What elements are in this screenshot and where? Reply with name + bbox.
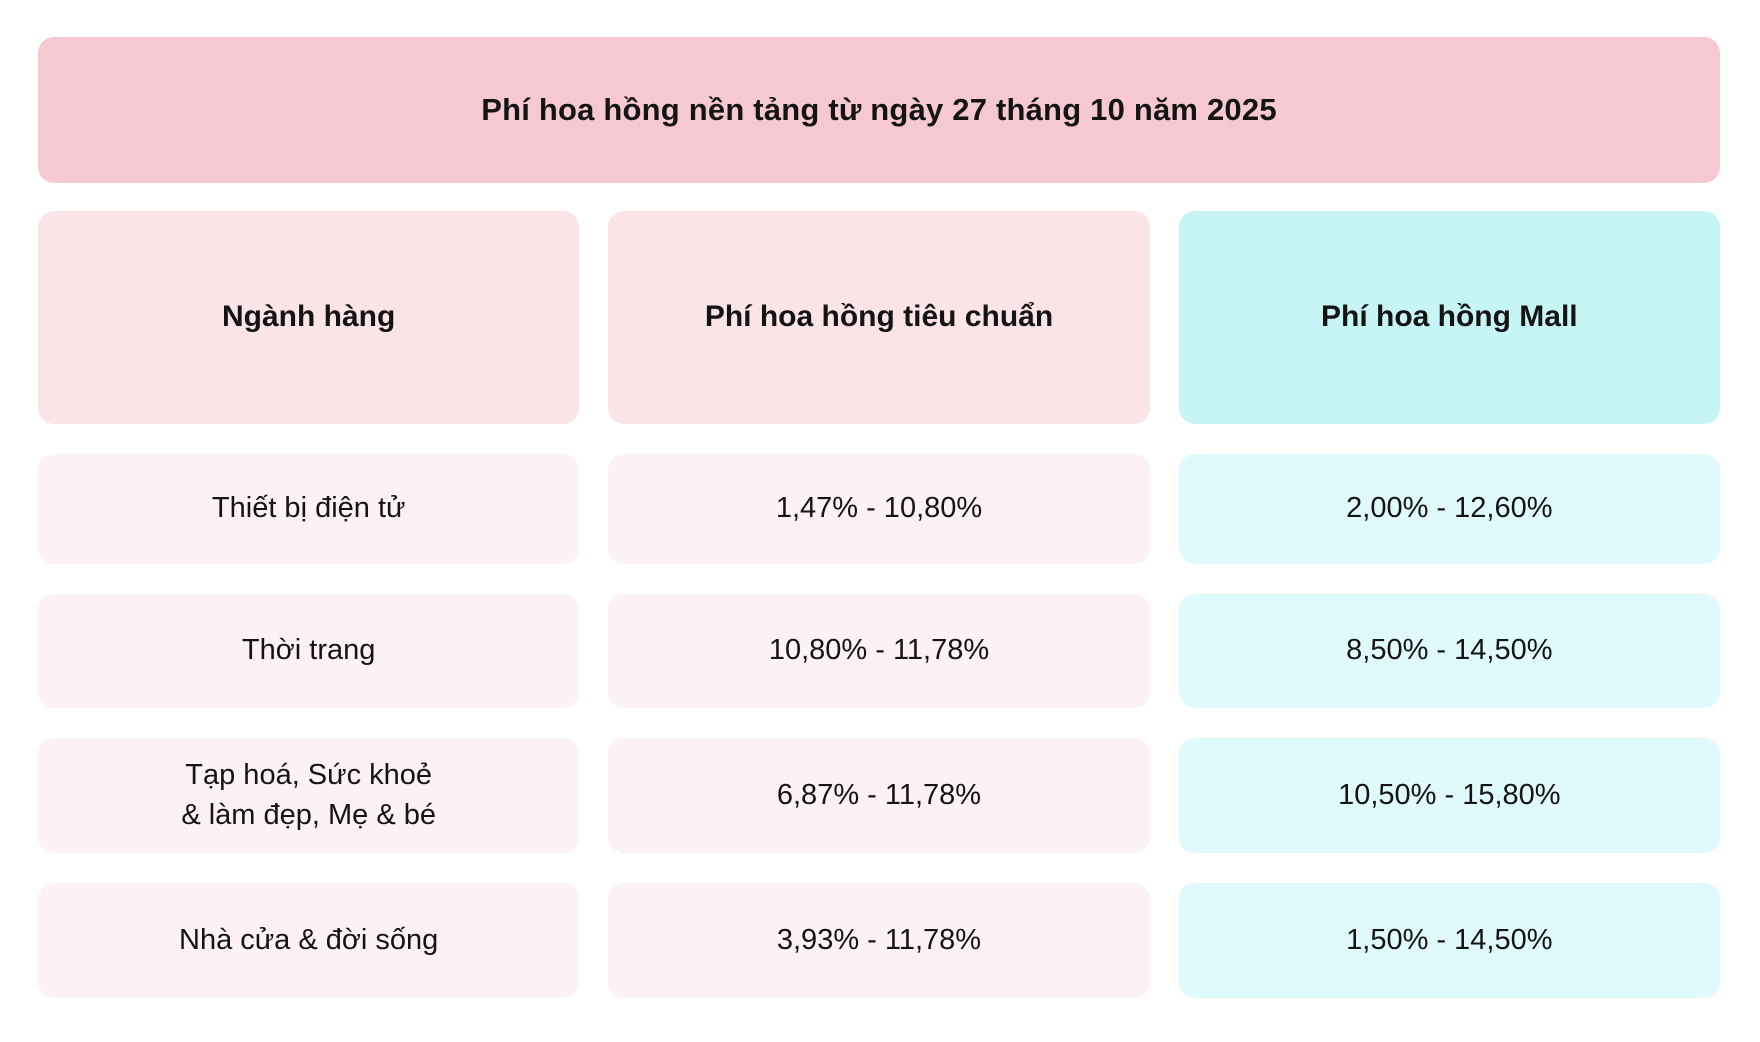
category-label: Thiết bị điện tử: [211, 492, 406, 525]
category-label: Tạp hoá, Sức khoẻ & làm đẹp, Mẹ & bé: [181, 759, 436, 831]
table-row-4-standard-value: 3,93% - 11,78%: [608, 883, 1150, 998]
table-row-2-standard-value: 10,80% - 11,78%: [608, 594, 1150, 708]
table-row-2-mall-value: 8,50% - 14,50%: [1178, 594, 1720, 708]
table-row-4-category: Nhà cửa & đời sống: [38, 883, 580, 998]
title-banner: Phí hoa hồng nền tảng từ ngày 27 tháng 1…: [38, 37, 1720, 183]
table-row-1-mall-value: 2,00% - 12,60%: [1178, 454, 1720, 564]
column-header-mall-commission: Phí hoa hồng Mall: [1178, 211, 1720, 424]
table-row-2-category: Thời trang: [38, 594, 580, 708]
table-row-1-standard-value: 1,47% - 10,80%: [608, 454, 1150, 564]
table-row-4-mall-value: 1,50% - 14,50%: [1178, 883, 1720, 998]
category-label: Thời trang: [241, 634, 376, 667]
column-header-category: Ngành hàng: [38, 211, 580, 424]
table-row-3-category: Tạp hoá, Sức khoẻ & làm đẹp, Mẹ & bé: [38, 738, 580, 853]
commission-table: Ngành hàng Phí hoa hồng tiêu chuẩn Phí h…: [38, 211, 1720, 998]
table-row-3-standard-value: 6,87% - 11,78%: [608, 738, 1150, 853]
table-row-1-category: Thiết bị điện tử: [38, 454, 580, 564]
category-label: Nhà cửa & đời sống: [179, 923, 439, 956]
table-row-3-mall-value: 10,50% - 15,80%: [1178, 738, 1720, 853]
page-title: Phí hoa hồng nền tảng từ ngày 27 tháng 1…: [481, 92, 1277, 127]
column-header-standard-commission: Phí hoa hồng tiêu chuẩn: [608, 211, 1150, 424]
